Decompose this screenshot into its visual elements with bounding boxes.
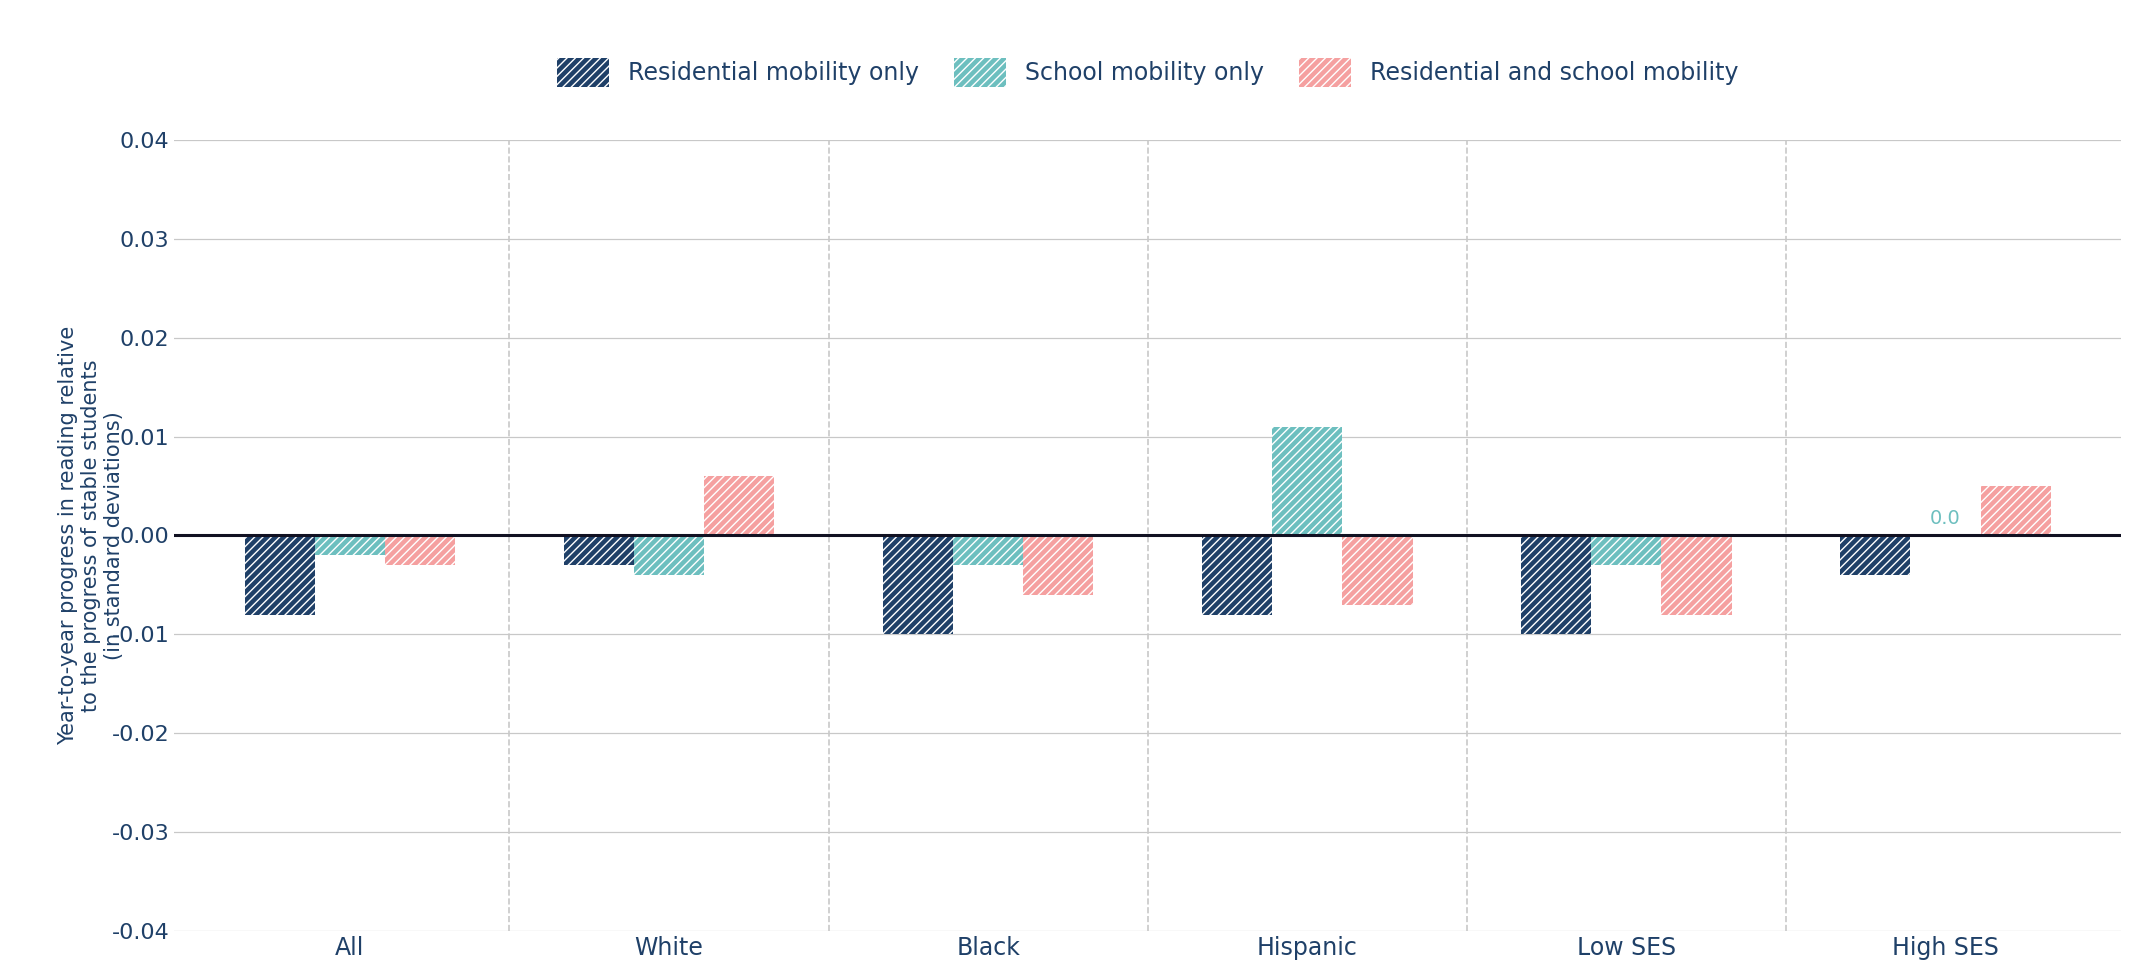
Bar [634,535,705,575]
Bar [1662,535,1732,614]
Bar [953,535,1023,566]
Bar [1521,535,1591,635]
Bar [882,535,953,635]
Bar [314,535,384,555]
Bar [244,535,314,614]
Bar [1980,486,2051,535]
Bar [1341,535,1412,604]
Text: 0.0: 0.0 [1931,509,1961,527]
Y-axis label: Year-to-year progress in reading relative
to the progress of stable students
(in: Year-to-year progress in reading relativ… [58,326,124,745]
Bar [1273,427,1341,535]
Bar [564,535,634,566]
Bar [384,535,455,566]
Bar [1203,535,1273,614]
Bar [1023,535,1094,595]
Legend: Residential mobility only, School mobility only, Residential and school mobility: Residential mobility only, School mobili… [547,49,1747,97]
Bar [1591,535,1662,566]
Bar [1841,535,1910,575]
Bar [705,476,775,535]
